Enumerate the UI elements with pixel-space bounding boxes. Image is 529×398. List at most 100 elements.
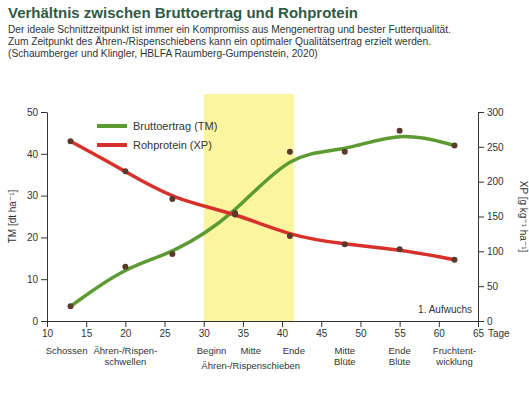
subtitle: (Schaumberger und Klingler, HBLFA Raumbe… (8, 48, 318, 59)
tick-mark (321, 321, 322, 327)
y2-axis: 0 50 100 150 200 250 300 (478, 107, 504, 327)
subtitle: Der ideale Schnittzeitpunkt ist immer ei… (8, 24, 451, 35)
tick-mark (41, 112, 47, 113)
data-point (68, 303, 74, 309)
tick: 60 (434, 321, 446, 339)
series-line (71, 137, 455, 307)
tick-label: 10 (42, 328, 54, 339)
legend-swatch (97, 143, 127, 147)
tick-mark (125, 321, 126, 327)
tick-mark (165, 321, 166, 327)
tick: 20 (27, 232, 47, 243)
tick-mark (41, 237, 47, 238)
y-axis-line (47, 113, 48, 322)
tick-label: 200 (487, 176, 504, 187)
data-point (397, 128, 403, 134)
tick-mark (478, 321, 484, 322)
stage-label: Ende (283, 345, 305, 356)
tick: 50 (355, 321, 367, 339)
tick-label: 40 (277, 328, 289, 339)
tick-mark (478, 251, 484, 252)
tick: 35 (238, 321, 250, 339)
tick: 10 (42, 321, 54, 339)
tick: 200 (478, 176, 504, 187)
tick-mark (282, 321, 283, 327)
data-point (122, 168, 128, 174)
tick-mark (478, 112, 484, 113)
tick: 40 (277, 321, 289, 339)
data-point (169, 196, 175, 202)
tick-label: 65 (473, 328, 485, 339)
stage-label: Blüte (334, 356, 356, 367)
tick-label: 20 (27, 232, 39, 243)
tick: 150 (478, 211, 504, 222)
title: Verhältnis zwischen Bruttoertrag und Roh… (8, 4, 358, 21)
stage-label: schwellen (105, 356, 147, 367)
tick: 30 (199, 321, 211, 339)
tick-label: 25 (159, 328, 171, 339)
tick-mark (360, 321, 361, 327)
tick: 15 (81, 321, 93, 339)
data-point (68, 138, 74, 144)
y2-axis-title: XP [g kg⁻¹ ha⁻¹] (518, 181, 529, 253)
stage-label: Ähren-/Rispen- (93, 345, 157, 356)
tick-label: 250 (487, 142, 504, 153)
tick-label: 150 (487, 211, 504, 222)
stage-label: wicklung (435, 356, 472, 367)
tick: 30 (27, 190, 47, 201)
note: 1. Aufwuchs (418, 304, 472, 315)
data-point (232, 210, 238, 216)
data-point (169, 251, 175, 257)
x-axis-line (48, 321, 479, 322)
chart: Verhältnis zwischen Bruttoertrag und Roh… (0, 0, 529, 398)
series-line (71, 141, 455, 259)
data-point (451, 257, 457, 263)
data-point (397, 246, 403, 252)
tick-mark (86, 321, 87, 327)
tick: 50 (478, 281, 499, 292)
data-point (287, 233, 293, 239)
tick-mark (439, 321, 440, 327)
tick: 50 (27, 107, 47, 118)
tick: 55 (395, 321, 407, 339)
tick-label: 30 (27, 190, 39, 201)
tick: 250 (478, 142, 504, 153)
tick-label: 50 (355, 328, 367, 339)
tick: 65 (473, 321, 485, 339)
stage-label: Mitte (334, 345, 355, 356)
tick: 0 (32, 316, 47, 327)
data-point (451, 142, 457, 148)
tick-mark (478, 217, 484, 218)
tick-mark (41, 154, 47, 155)
tick: 0 (478, 316, 493, 327)
tick: 20 (120, 321, 132, 339)
x-axis-title: Tage (488, 328, 510, 339)
stage-label: Schossen (46, 345, 88, 356)
stage-label: Mitte (240, 345, 261, 356)
legend-swatch (97, 124, 127, 128)
tick-mark (478, 286, 484, 287)
y-axis-title: TM [dt ha⁻¹] (7, 189, 18, 243)
tick-label: 50 (487, 281, 499, 292)
tick-label: 60 (434, 328, 446, 339)
tick-label: 40 (27, 149, 39, 160)
tick-mark (41, 279, 47, 280)
data-point (122, 264, 128, 270)
tick-mark (400, 321, 401, 327)
stage-label: Beginn (197, 345, 227, 356)
tick: 300 (478, 107, 504, 118)
tick-label: 50 (27, 107, 39, 118)
plot-area (68, 128, 458, 310)
data-point (342, 241, 348, 247)
tick-label: 30 (199, 328, 211, 339)
data-point (287, 149, 293, 155)
tick-mark (243, 321, 244, 327)
tick: 100 (478, 246, 504, 257)
stage-group-label: Ähren-/Rispenschieben (201, 360, 300, 371)
tick-label: 45 (316, 328, 328, 339)
x-axis: 10 15 20 25 30 35 40 45 50 55 60 65 (42, 321, 485, 339)
tick-mark (204, 321, 205, 327)
stage-label: Fruchtent- (433, 345, 476, 356)
data-point (342, 149, 348, 155)
tick-label: 10 (27, 274, 39, 285)
